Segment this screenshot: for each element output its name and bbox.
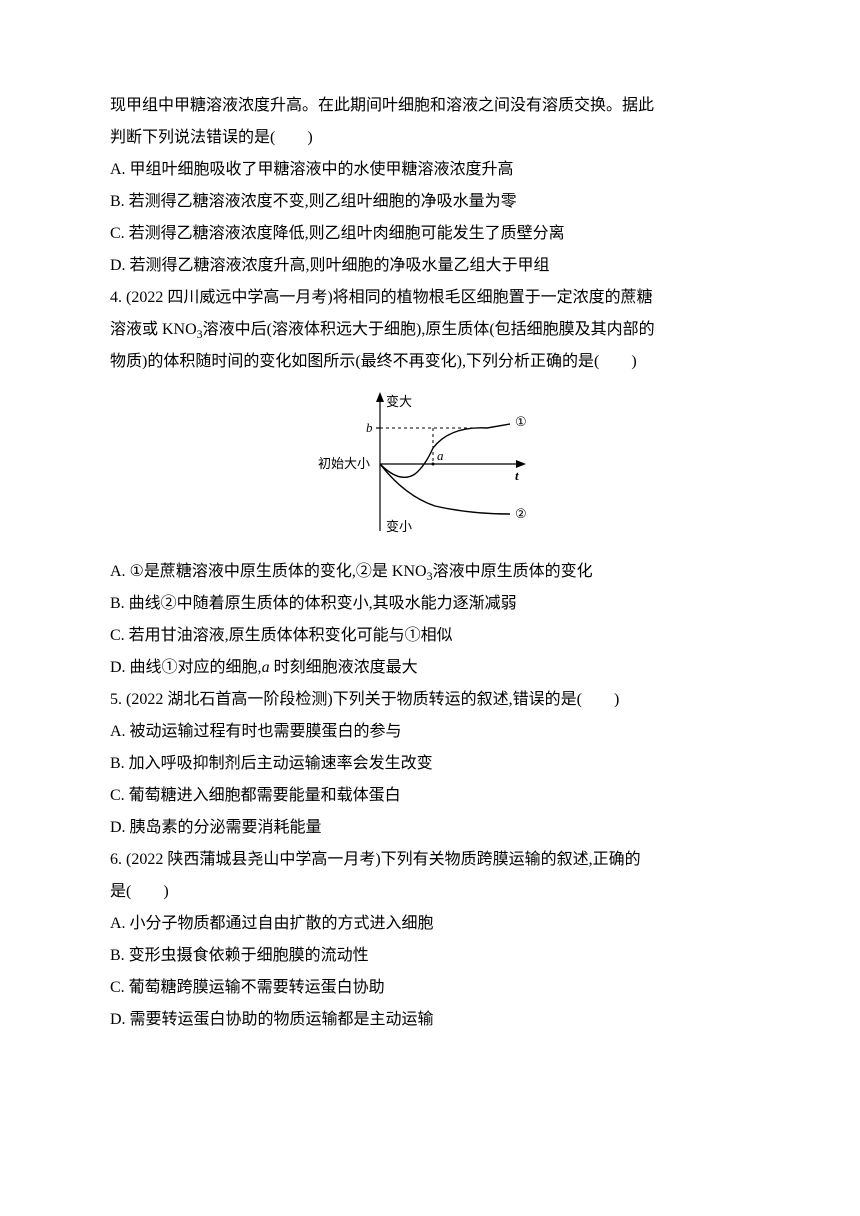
svg-text:t: t bbox=[515, 468, 519, 483]
q4-stem2b: 溶液中后(溶液体积远大于细胞),原生质体(包括细胞膜及其内部的 bbox=[203, 321, 655, 338]
q4-option-d: D. 曲线①对应的细胞,a 时刻细胞液浓度最大 bbox=[110, 652, 750, 684]
q4-option-b: B. 曲线②中随着原生质体的体积变小,其吸水能力逐渐减弱 bbox=[110, 588, 750, 620]
q6-option-d: D. 需要转运蛋白协助的物质运输都是主动运输 bbox=[110, 1004, 750, 1036]
q6-stem-line1: 6. (2022 陕西蒲城县尧山中学高一月考)下列有关物质跨膜运输的叙述,正确的 bbox=[110, 844, 750, 876]
svg-text:b: b bbox=[366, 420, 373, 435]
q4-d2t: 时刻细胞液浓度最大 bbox=[274, 659, 418, 676]
svg-text:②: ② bbox=[515, 506, 527, 521]
q4-d1: D. 曲线①对应的细胞, bbox=[110, 659, 262, 676]
q4-stem-line2: 溶液或 KNO3溶液中后(溶液体积远大于细胞),原生质体(包括细胞膜及其内部的 bbox=[110, 314, 750, 346]
q3-option-c: C. 若测得乙糖溶液浓度降低,则乙组叶肉细胞可能发生了质壁分离 bbox=[110, 218, 750, 250]
q6-option-c: C. 葡萄糖跨膜运输不需要转运蛋白协助 bbox=[110, 972, 750, 1004]
q5-option-a: A. 被动运输过程有时也需要膜蛋白的参与 bbox=[110, 716, 750, 748]
q5-option-c: C. 葡萄糖进入细胞都需要能量和载体蛋白 bbox=[110, 780, 750, 812]
svg-text:变大: 变大 bbox=[386, 394, 412, 409]
q4-a1: A. ①是蔗糖溶液中原生质体的变化,②是 KNO bbox=[110, 563, 427, 580]
q6-stem-line2: 是( ) bbox=[110, 876, 750, 908]
q5-option-d: D. 胰岛素的分泌需要消耗能量 bbox=[110, 812, 750, 844]
q3-option-b: B. 若测得乙糖溶液浓度不变,则乙组叶细胞的净吸水量为零 bbox=[110, 186, 750, 218]
q4-a2: 溶液中原生质体的变化 bbox=[433, 563, 593, 580]
q4-stem-line3: 物质)的体积随时间的变化如图所示(最终不再变化),下列分析正确的是( ) bbox=[110, 346, 750, 378]
svg-text:变小: 变小 bbox=[386, 519, 412, 534]
q3-option-a: A. 甲组叶细胞吸收了甲糖溶液中的水使甲糖溶液浓度升高 bbox=[110, 154, 750, 186]
chart-svg: 变大变小 初始大小 b a t ① ② bbox=[315, 386, 545, 536]
q3-option-d: D. 若测得乙糖溶液浓度升高,则叶细胞的净吸水量乙组大于甲组 bbox=[110, 250, 750, 282]
q4-da: a bbox=[262, 659, 270, 676]
q4-chart: 变大变小 初始大小 b a t ① ② bbox=[110, 386, 750, 548]
q5-option-b: B. 加入呼吸抑制剂后主动运输速率会发生改变 bbox=[110, 748, 750, 780]
q5-stem: 5. (2022 湖北石首高一阶段检测)下列关于物质转运的叙述,错误的是( ) bbox=[110, 684, 750, 716]
q6-option-a: A. 小分子物质都通过自由扩散的方式进入细胞 bbox=[110, 908, 750, 940]
q4-option-c: C. 若用甘油溶液,原生质体体积变化可能与①相似 bbox=[110, 620, 750, 652]
q3-intro-line1: 现甲组中甲糖溶液浓度升高。在此期间叶细胞和溶液之间没有溶质交换。据此 bbox=[110, 90, 750, 122]
svg-text:①: ① bbox=[515, 414, 527, 429]
q4-option-a: A. ①是蔗糖溶液中原生质体的变化,②是 KNO3溶液中原生质体的变化 bbox=[110, 556, 750, 588]
q6-option-b: B. 变形虫摄食依赖于细胞膜的流动性 bbox=[110, 940, 750, 972]
svg-text:初始大小: 初始大小 bbox=[318, 456, 370, 471]
q4-stem-line1: 4. (2022 四川威远中学高一月考)将相同的植物根毛区细胞置于一定浓度的蔗糖 bbox=[110, 282, 750, 314]
svg-text:a: a bbox=[437, 448, 444, 463]
q4-stem2a: 溶液或 KNO bbox=[110, 321, 197, 338]
q3-intro-line2: 判断下列说法错误的是( ) bbox=[110, 122, 750, 154]
